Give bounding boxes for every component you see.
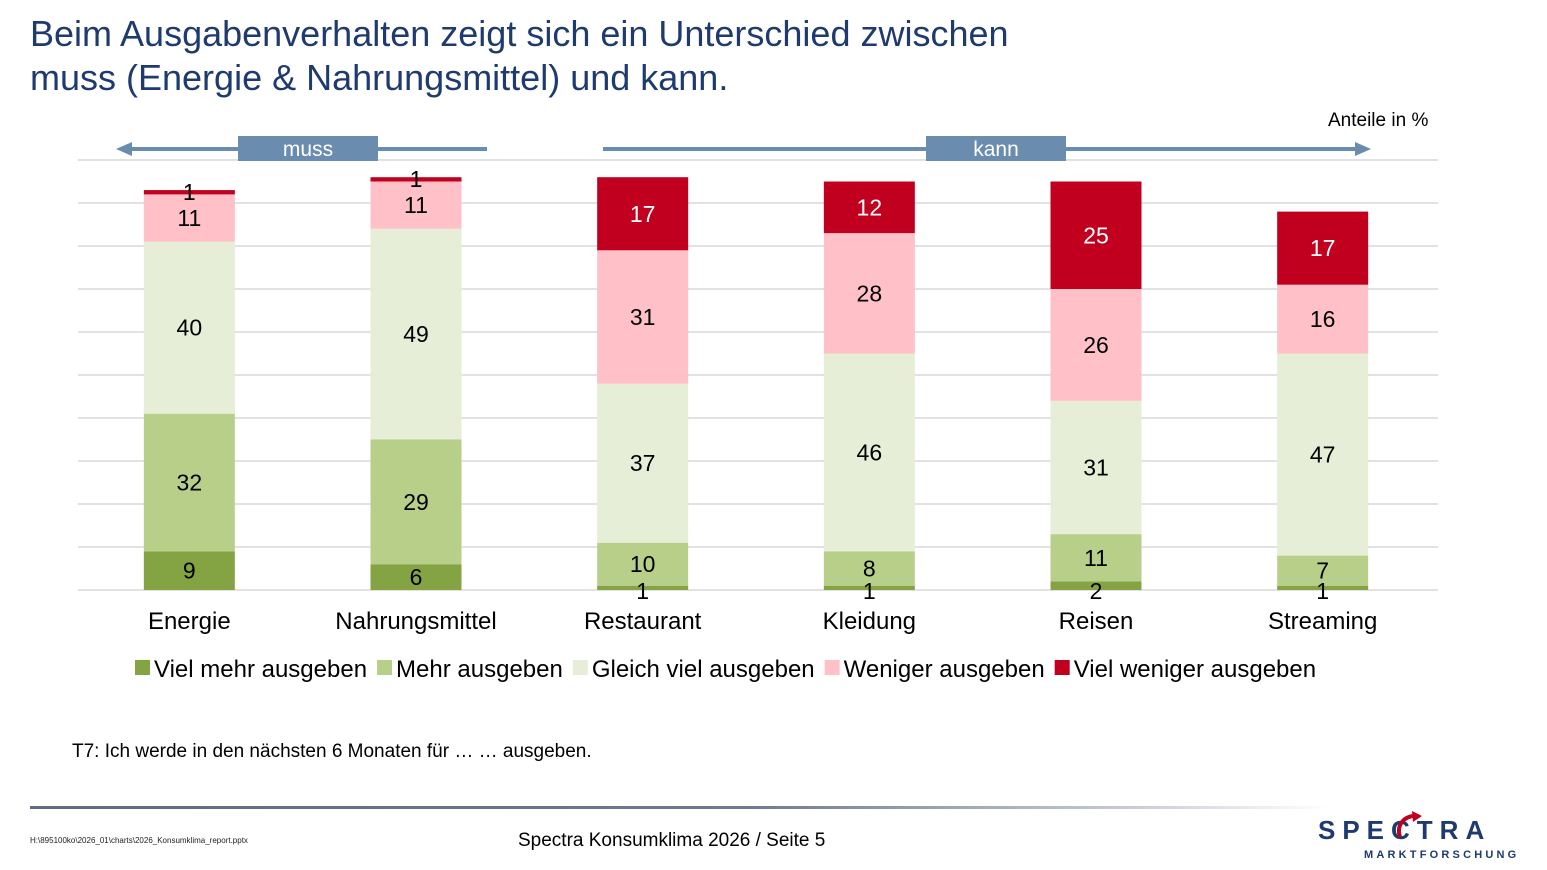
- data-label: 17: [630, 201, 656, 227]
- bar-segment: [823, 551, 915, 586]
- data-label: 46: [857, 439, 883, 465]
- data-label: 7: [1316, 558, 1329, 584]
- bar-segment: [1050, 400, 1142, 535]
- logo-swoosh-icon: [1397, 811, 1422, 838]
- bar-segment: [823, 233, 915, 354]
- page-info: Spectra Konsumklima 2026 / Seite 5: [518, 830, 826, 851]
- bar-segment: [1277, 555, 1369, 586]
- question-text: T7: Ich werde in den nächsten 6 Monaten …: [72, 741, 592, 762]
- data-label: 6: [410, 564, 423, 590]
- legend-label: Viel weniger ausgeben: [1074, 656, 1316, 683]
- data-label: 1: [1316, 578, 1329, 604]
- spectra-logo: SPECTRA MARKTFORSCHUNG: [1318, 811, 1528, 865]
- category-label: Kleidung: [823, 608, 916, 635]
- legend-label: Mehr ausgeben: [396, 656, 563, 683]
- muss-arrow-head-icon: [116, 142, 132, 156]
- bar-segment: [1277, 585, 1369, 590]
- bar-segment: [143, 190, 235, 195]
- bar-segment: [1050, 581, 1142, 590]
- slide-title-line-2: muss (Energie & Nahrungsmittel) und kann…: [30, 57, 729, 98]
- data-label: 10: [630, 551, 656, 577]
- slide-title-line-1: Beim Ausgabenverhalten zeigt sich ein Un…: [30, 13, 1009, 54]
- data-label: 1: [636, 578, 649, 604]
- data-label: 2: [1090, 578, 1103, 604]
- data-label: 29: [403, 489, 429, 515]
- legend-swatch: [824, 660, 840, 675]
- bar-segment: [597, 585, 689, 590]
- legend-label: Gleich viel ausgeben: [592, 656, 815, 683]
- legend-swatch: [1054, 660, 1070, 675]
- bar-segment: [823, 585, 915, 590]
- bar-segment: [370, 439, 462, 565]
- file-path: H:\895100ko\2026_01\charts\2026_Konsumkl…: [30, 836, 248, 845]
- legend-swatch: [572, 660, 588, 675]
- data-label: 26: [1083, 332, 1109, 358]
- bar-segment: [597, 383, 689, 543]
- category-label: Restaurant: [584, 608, 702, 635]
- data-label: 31: [630, 304, 656, 330]
- bar-segment: [823, 181, 915, 234]
- data-label: 8: [863, 556, 876, 582]
- data-label: 40: [177, 315, 203, 341]
- bar-segment: [1050, 289, 1142, 401]
- bar-segment: [143, 241, 235, 414]
- category-label: Nahrungsmittel: [335, 608, 496, 635]
- category-label: Reisen: [1059, 608, 1134, 635]
- stacked-bar-chart: Energie Nahrungsmittel Restaurant Kleidung R…: [78, 136, 1438, 683]
- data-label: 28: [857, 280, 883, 306]
- bar-segment: [1277, 353, 1369, 556]
- bar-segment: [370, 564, 462, 590]
- muss-banner-label: muss: [283, 138, 333, 161]
- data-label: 17: [1310, 235, 1336, 261]
- data-label: 11: [177, 205, 201, 231]
- data-label: 31: [1083, 454, 1109, 480]
- bar-segment: [823, 353, 915, 552]
- category-label: Streaming: [1268, 608, 1377, 635]
- bar-segment: [370, 177, 462, 182]
- data-label: 1: [410, 166, 423, 192]
- bar-segment: [1277, 211, 1369, 285]
- data-label: 1: [183, 179, 196, 205]
- data-label: 9: [183, 558, 196, 584]
- muss-banner: [238, 136, 378, 161]
- data-label: 11: [1084, 545, 1108, 571]
- legend-label: Viel mehr ausgeben: [154, 656, 367, 683]
- kann-arrow-head-icon: [1355, 142, 1371, 156]
- bar-segment: [597, 250, 689, 384]
- category-label: Energie: [148, 608, 231, 635]
- bar-segment: [143, 194, 235, 242]
- data-label: 37: [630, 450, 656, 476]
- bar-segment: [597, 177, 689, 251]
- data-label: 47: [1310, 442, 1336, 468]
- bar-segment: [597, 542, 689, 586]
- data-label: 49: [403, 321, 429, 347]
- legend-swatch: [377, 660, 393, 675]
- data-label: 16: [1310, 306, 1336, 332]
- data-label: 1: [863, 578, 876, 604]
- kann-banner: [926, 136, 1066, 161]
- legend-swatch: [135, 660, 150, 675]
- bar-segment: [143, 551, 235, 590]
- data-label: 32: [177, 470, 203, 496]
- logo-subtitle: MARKTFORSCHUNG: [1364, 849, 1520, 861]
- bar-segment: [1277, 284, 1369, 354]
- footer-divider: [30, 806, 1330, 809]
- bar-segment: [143, 413, 235, 552]
- data-label: 25: [1083, 222, 1109, 248]
- bar-segment: [1050, 534, 1142, 582]
- data-label: 11: [404, 192, 428, 218]
- slide-title: Beim Ausgabenverhalten zeigt sich ein Un…: [30, 12, 1009, 100]
- unit-label: Anteile in %: [1328, 110, 1429, 131]
- bar-segment: [1050, 181, 1142, 289]
- bar-segment: [370, 228, 462, 440]
- bar-segment: [370, 181, 462, 229]
- data-label: 12: [857, 194, 883, 220]
- kann-banner-label: kann: [973, 138, 1019, 161]
- legend-label: Weniger ausgeben: [844, 656, 1045, 683]
